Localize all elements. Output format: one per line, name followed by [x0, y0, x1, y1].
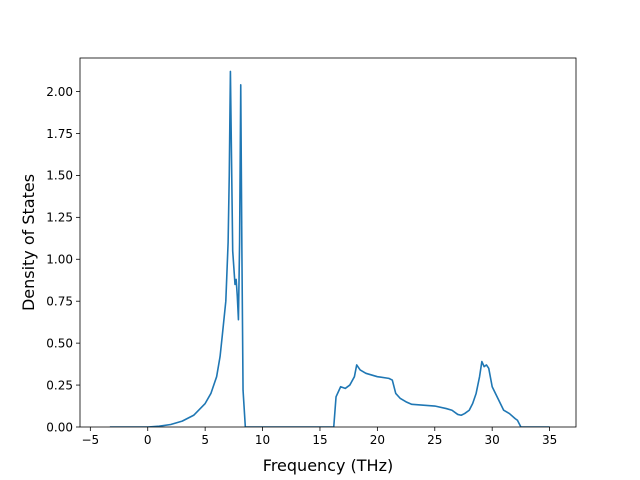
y-tick-label: 2.00	[46, 85, 73, 99]
y-tick-label: 1.25	[46, 211, 73, 225]
y-tick-label: 0.25	[46, 378, 73, 392]
x-tick-label: 25	[427, 433, 442, 447]
dos-series-line-0	[109, 70, 550, 427]
y-tick-label: 0.75	[46, 295, 73, 309]
x-tick-label: 35	[542, 433, 557, 447]
y-tick-label: 1.50	[46, 169, 73, 183]
x-tick-label: 20	[370, 433, 385, 447]
x-axis-label: Frequency (THz)	[263, 456, 393, 475]
x-tick-label: 30	[485, 433, 500, 447]
y-tick-label: 0.00	[46, 420, 73, 434]
x-tick-label: 5	[201, 433, 209, 447]
x-axis-ticks: −5 0 5 10 15 20 25 30 35	[81, 427, 557, 447]
axes-frame	[79, 57, 577, 428]
x-tick-label: 0	[144, 433, 152, 447]
x-tick-label: 15	[312, 433, 327, 447]
y-tick-label: 1.00	[46, 253, 73, 267]
y-axis-label: Density of States	[19, 174, 38, 311]
y-axis-ticks: 0.00 0.25 0.50 0.75 1.00 1.25 1.50 1.75 2.00	[46, 85, 80, 434]
y-tick-label: 0.50	[46, 336, 73, 350]
plot-area	[109, 70, 550, 427]
x-tick-label: −5	[81, 433, 99, 447]
y-tick-label: 1.75	[46, 127, 73, 141]
x-tick-label: 10	[255, 433, 270, 447]
